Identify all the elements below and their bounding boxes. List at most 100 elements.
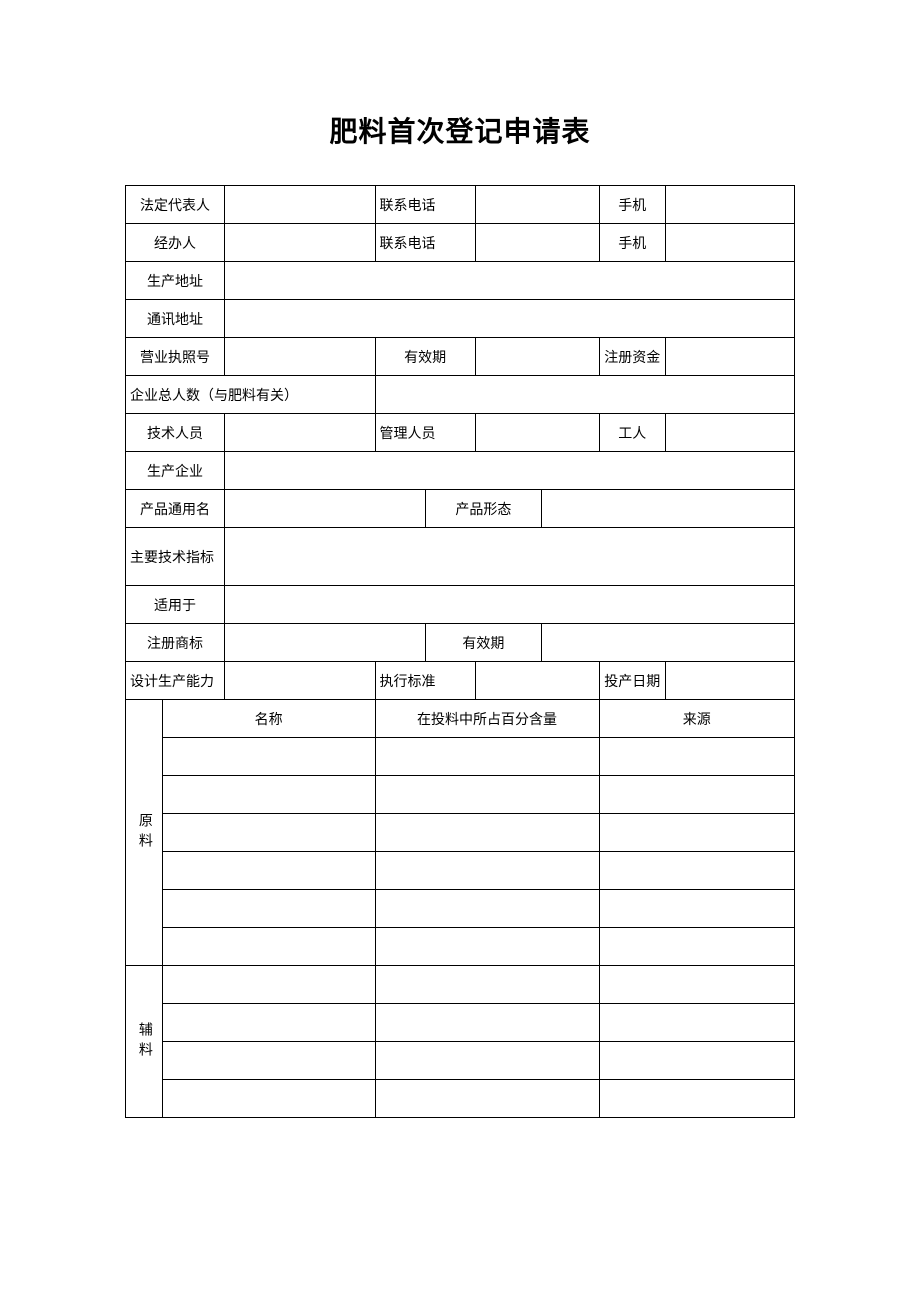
field-product-name[interactable] [224,490,425,528]
label-mail-addr: 通讯地址 [126,300,225,338]
page-title: 肥料首次登记申请表 [125,110,795,150]
label-producer: 生产企业 [126,452,225,490]
row-product: 产品通用名 产品形态 [126,490,795,528]
label-trademark: 注册商标 [126,624,225,662]
label-prod-date: 投产日期 [599,662,665,700]
label-applies-to: 适用于 [126,586,225,624]
raw-source[interactable] [599,852,794,890]
label-percent-col: 在投料中所占百分含量 [375,700,599,738]
row-legal-rep: 法定代表人 联系电话 手机 [126,186,795,224]
raw-source[interactable] [599,890,794,928]
row-staff: 技术人员 管理人员 工人 [126,414,795,452]
row-capacity: 设计生产能力 执行标准 投产日期 [126,662,795,700]
label-phone2: 联系电话 [375,224,475,262]
label-mobile2: 手机 [599,224,665,262]
field-reg-capital[interactable] [665,338,794,376]
raw-source[interactable] [599,814,794,852]
field-prod-date[interactable] [665,662,794,700]
raw-percent[interactable] [375,738,599,776]
label-tech-staff: 技术人员 [126,414,225,452]
raw-percent[interactable] [375,814,599,852]
row-agent: 经办人 联系电话 手机 [126,224,795,262]
label-main-spec: 主要技术指标 [126,528,225,586]
field-mgmt-staff[interactable] [475,414,599,452]
aux-material-row: 辅料 [126,966,795,1004]
raw-percent[interactable] [375,776,599,814]
raw-percent[interactable] [375,928,599,966]
label-exec-standard: 执行标准 [375,662,475,700]
field-legal-rep-phone[interactable] [475,186,599,224]
field-mail-addr[interactable] [224,300,794,338]
field-producer[interactable] [224,452,794,490]
raw-name[interactable] [162,738,375,776]
label-valid-period: 有效期 [375,338,475,376]
raw-name[interactable] [162,890,375,928]
row-producer: 生产企业 [126,452,795,490]
aux-percent[interactable] [375,1042,599,1080]
label-prod-addr: 生产地址 [126,262,225,300]
aux-material-row [126,1004,795,1042]
raw-name[interactable] [162,928,375,966]
raw-name[interactable] [162,852,375,890]
raw-source[interactable] [599,776,794,814]
label-total-staff: 企业总人数（与肥料有关） [126,376,376,414]
field-valid-period[interactable] [475,338,599,376]
aux-source[interactable] [599,966,794,1004]
field-tech-staff[interactable] [224,414,375,452]
raw-name[interactable] [162,814,375,852]
field-main-spec[interactable] [224,528,794,586]
field-exec-standard[interactable] [475,662,599,700]
raw-material-row [126,890,795,928]
aux-name[interactable] [162,1004,375,1042]
field-design-capacity[interactable] [224,662,375,700]
field-legal-rep[interactable] [224,186,375,224]
row-trademark: 注册商标 有效期 [126,624,795,662]
field-trademark[interactable] [224,624,425,662]
label-reg-capital: 注册资金 [599,338,665,376]
raw-percent[interactable] [375,852,599,890]
aux-percent[interactable] [375,1004,599,1042]
raw-name[interactable] [162,776,375,814]
aux-name[interactable] [162,1080,375,1118]
field-prod-addr[interactable] [224,262,794,300]
field-applies-to[interactable] [224,586,794,624]
raw-source[interactable] [599,928,794,966]
field-workers[interactable] [665,414,794,452]
row-total-staff: 企业总人数（与肥料有关） [126,376,795,414]
raw-material-row [126,814,795,852]
row-prod-addr: 生产地址 [126,262,795,300]
row-mail-addr: 通讯地址 [126,300,795,338]
raw-source[interactable] [599,738,794,776]
aux-percent[interactable] [375,966,599,1004]
aux-name[interactable] [162,1042,375,1080]
field-total-staff[interactable] [375,376,795,414]
aux-percent[interactable] [375,1080,599,1118]
label-source-col: 来源 [599,700,794,738]
row-material-header: 原料 名称 在投料中所占百分含量 来源 [126,700,795,738]
field-license-no[interactable] [224,338,375,376]
raw-percent[interactable] [375,890,599,928]
label-raw-material: 原料 [126,700,163,966]
field-agent-mobile[interactable] [665,224,794,262]
field-agent-phone[interactable] [475,224,599,262]
row-license: 营业执照号 有效期 注册资金 [126,338,795,376]
label-mobile: 手机 [599,186,665,224]
label-design-capacity: 设计生产能力 [126,662,225,700]
aux-source[interactable] [599,1004,794,1042]
field-valid-period2[interactable] [542,624,795,662]
label-product-name: 产品通用名 [126,490,225,528]
aux-source[interactable] [599,1042,794,1080]
label-phone: 联系电话 [375,186,475,224]
field-legal-rep-mobile[interactable] [665,186,794,224]
field-product-form[interactable] [542,490,795,528]
row-main-spec: 主要技术指标 [126,528,795,586]
label-agent: 经办人 [126,224,225,262]
label-legal-rep: 法定代表人 [126,186,225,224]
label-name-col: 名称 [162,700,375,738]
label-license-no: 营业执照号 [126,338,225,376]
field-agent[interactable] [224,224,375,262]
aux-source[interactable] [599,1080,794,1118]
label-product-form: 产品形态 [425,490,541,528]
row-applies-to: 适用于 [126,586,795,624]
aux-name[interactable] [162,966,375,1004]
